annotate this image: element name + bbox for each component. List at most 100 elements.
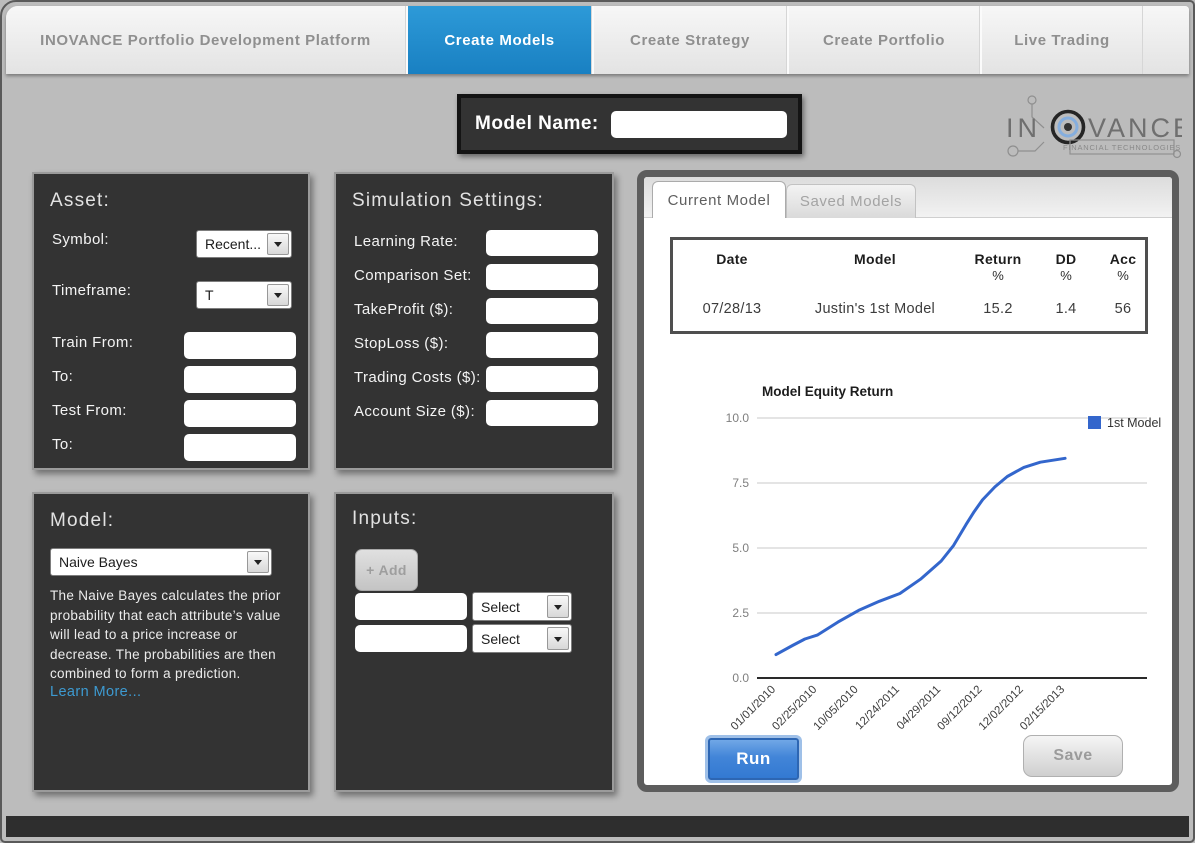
timeframe-dropdown[interactable]: T <box>196 281 292 309</box>
train-from-input[interactable] <box>184 332 296 359</box>
tab-create-strategy[interactable]: Create Strategy <box>592 6 787 74</box>
top-tab-bar: INOVANCE Portfolio Development Platform … <box>6 6 1189 74</box>
model-dropdown-value: Naive Bayes <box>59 554 138 570</box>
model-name-label: Model Name: <box>475 113 599 134</box>
save-button[interactable]: Save <box>1023 735 1123 777</box>
col-dd: DD <box>1055 251 1077 267</box>
run-button[interactable]: Run <box>708 738 799 780</box>
chart-title: Model Equity Return <box>762 384 893 399</box>
model-panel-title: Model: <box>50 510 115 531</box>
add-input-button[interactable]: + Add <box>355 549 418 591</box>
cell-return: 15.2 <box>983 301 1013 317</box>
simulation-settings-panel: Simulation Settings: Learning Rate: Comp… <box>334 172 614 470</box>
test-to-input[interactable] <box>184 434 296 461</box>
train-to-input[interactable] <box>184 366 296 393</box>
bottom-bar <box>6 816 1189 837</box>
takeprofit-input[interactable] <box>486 298 598 324</box>
logo-eye-pupil <box>1064 123 1072 131</box>
learning-rate-input[interactable] <box>486 230 598 256</box>
model-name-input[interactable] <box>610 110 787 138</box>
learn-more-link[interactable]: Learn More... <box>50 684 142 700</box>
train-from-label: Train From: <box>52 334 134 351</box>
col-acc: Acc <box>1109 251 1137 267</box>
tab-platform-brand[interactable]: INOVANCE Portfolio Development Platform <box>6 6 406 74</box>
logo-circuit-node <box>1027 95 1037 105</box>
test-from-label: Test From: <box>52 402 127 419</box>
asset-panel: Asset: Symbol: Recent... Timeframe: T Tr… <box>32 172 310 470</box>
y-tick-label: 2.5 <box>732 606 749 620</box>
results-tabstrip: Current Model Saved Models <box>644 177 1172 218</box>
account-size-label: Account Size ($): <box>354 403 476 420</box>
comparison-set-input[interactable] <box>486 264 598 290</box>
cell-acc: 56 <box>1114 301 1132 317</box>
test-from-input[interactable] <box>184 400 296 427</box>
learning-rate-label: Learning Rate: <box>354 233 459 250</box>
logo-circuit-line <box>1018 141 1045 152</box>
equity-return-chart: 0.02.55.07.510.001/01/201002/25/201010/0… <box>726 384 1162 733</box>
input-row-2-field[interactable] <box>355 625 467 652</box>
y-tick-label: 10.0 <box>726 411 750 425</box>
comparison-set-label: Comparison Set: <box>354 267 472 284</box>
chevron-down-icon[interactable] <box>547 595 569 618</box>
stoploss-label: StopLoss ($): <box>354 335 449 352</box>
tab-create-portfolio[interactable]: Create Portfolio <box>787 6 980 74</box>
model-name-panel: Model Name: <box>457 94 802 154</box>
y-tick-label: 0.0 <box>732 671 749 685</box>
trading-costs-label: Trading Costs ($): <box>354 369 481 386</box>
input-row-1-field[interactable] <box>355 593 467 620</box>
input-row-2-select[interactable]: Select <box>472 624 572 653</box>
col-model: Model <box>854 251 896 267</box>
model-panel: Model: Naive Bayes The Naive Bayes calcu… <box>32 492 310 792</box>
timeframe-dropdown-value: T <box>205 287 214 303</box>
chevron-down-icon[interactable] <box>247 551 269 573</box>
symbol-label: Symbol: <box>52 231 109 248</box>
logo-circuit-line <box>1031 104 1045 129</box>
logo-circuit-node <box>1007 145 1019 157</box>
tab-saved-models[interactable]: Saved Models <box>786 184 916 218</box>
symbol-dropdown[interactable]: Recent... <box>196 230 292 258</box>
trading-costs-input[interactable] <box>486 366 598 392</box>
legend-swatch <box>1088 416 1101 429</box>
symbol-dropdown-value: Recent... <box>205 236 262 252</box>
tab-create-models[interactable]: Create Models <box>406 6 592 74</box>
logo-text-vance: VANCE <box>1088 113 1182 143</box>
y-tick-label: 5.0 <box>732 541 749 555</box>
asset-panel-title: Asset: <box>50 190 110 211</box>
x-tick-label: 02/15/2013 <box>1018 684 1067 733</box>
cell-model: Justin's 1st Model <box>814 301 936 317</box>
input-row-2-select-value: Select <box>481 630 520 647</box>
x-tick-label: 10/05/2010 <box>812 684 861 733</box>
logo-circuit-node <box>1172 149 1182 159</box>
chevron-down-icon[interactable] <box>267 233 289 255</box>
logo-eye-outer <box>1050 109 1086 145</box>
tab-current-model[interactable]: Current Model <box>652 181 786 218</box>
logo-text-in: IN <box>1006 113 1041 143</box>
takeprofit-label: TakeProfit ($): <box>354 301 454 318</box>
test-to-label: To: <box>52 436 74 453</box>
logo-eye-iris <box>1057 116 1079 138</box>
results-table: Date Model Return% DD% Acc% 07/28/13 Jus… <box>670 237 1148 334</box>
input-row-1-select-value: Select <box>481 598 520 615</box>
inputs-panel-title: Inputs: <box>352 508 418 529</box>
chevron-down-icon[interactable] <box>267 284 289 306</box>
equity-line <box>774 456 1067 657</box>
table-row: 07/28/13 Justin's 1st Model 15.2 1.4 56 <box>673 301 1145 317</box>
chevron-down-icon[interactable] <box>547 627 569 650</box>
tab-bar-filler <box>1143 6 1189 74</box>
results-table-header: Date Model Return% DD% Acc% <box>673 240 1145 292</box>
simulation-panel-title: Simulation Settings: <box>352 190 544 211</box>
tab-live-trading[interactable]: Live Trading <box>980 6 1143 74</box>
results-card: Current Model Saved Models Date Model Re… <box>637 170 1179 792</box>
timeframe-label: Timeframe: <box>52 282 132 299</box>
model-description: The Naive Bayes calculates the prior pro… <box>50 588 281 681</box>
logo-subtitle: FINANCIAL TECHNOLOGIES <box>1063 143 1181 152</box>
input-row-1-select[interactable]: Select <box>472 592 572 621</box>
account-size-input[interactable] <box>486 400 598 426</box>
inovance-logo: IN VANCE FINANCIAL TECHNOLOGIES <box>1006 95 1182 159</box>
train-to-label: To: <box>52 368 74 385</box>
inputs-panel: Inputs: + Add Select Select <box>334 492 614 792</box>
stoploss-input[interactable] <box>486 332 598 358</box>
model-dropdown[interactable]: Naive Bayes <box>50 548 272 576</box>
logo-subtitle-box <box>1069 139 1175 155</box>
legend-label: 1st Model <box>1107 416 1161 430</box>
